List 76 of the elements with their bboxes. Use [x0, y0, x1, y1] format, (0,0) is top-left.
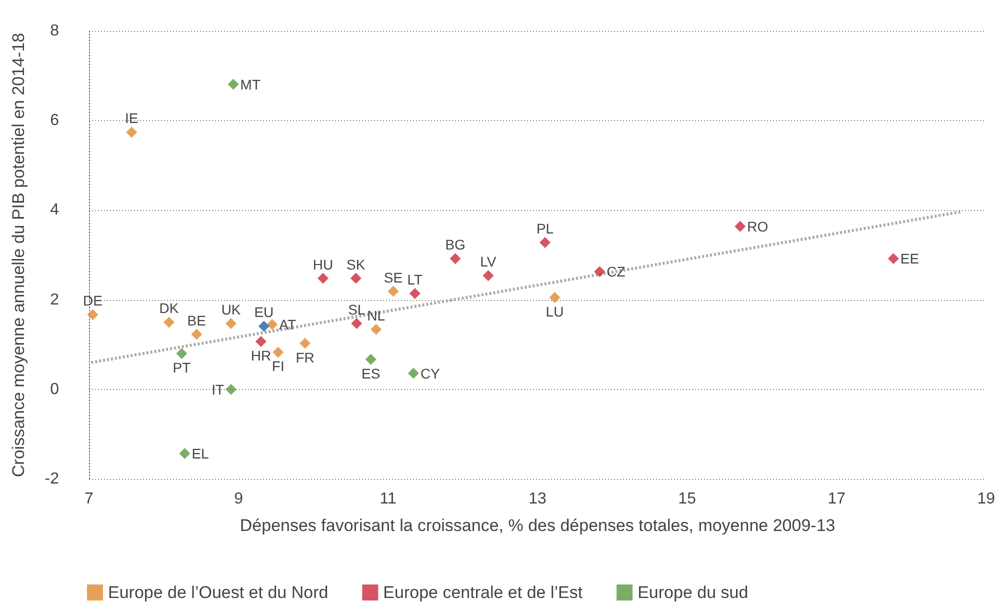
point: [226, 318, 237, 330]
annotation: EE: [900, 250, 920, 267]
annotation: DE: [83, 292, 102, 309]
point: [540, 236, 551, 248]
y-tick-label: 8: [50, 22, 60, 40]
annotation: LV: [480, 254, 497, 270]
point: [176, 348, 188, 360]
annotation: BG: [445, 236, 466, 253]
point: [350, 272, 362, 284]
annotation: AT: [279, 316, 296, 332]
annotation: CZ: [606, 264, 626, 280]
point: [408, 368, 419, 379]
annotation: MT: [240, 76, 261, 92]
annotation: UK: [221, 302, 242, 318]
point: [255, 336, 266, 347]
x-tick-label: 15: [678, 490, 696, 508]
x-tick-label: 13: [528, 490, 547, 508]
point: [179, 448, 190, 459]
y-tick-label: 0: [50, 380, 60, 398]
point: [594, 266, 606, 278]
annotation: NL: [367, 307, 386, 324]
x-tick-label: 17: [828, 490, 846, 508]
point: [549, 292, 560, 304]
annotation: LU: [546, 304, 564, 320]
y-tick-label: 6: [50, 112, 60, 130]
point: [226, 384, 237, 395]
point: [365, 354, 376, 365]
annotation: SL: [348, 302, 366, 318]
y-tick-label: 2: [50, 291, 60, 308]
point: [126, 126, 138, 138]
x-tick-label: 9: [234, 490, 244, 508]
annotation: EL: [192, 445, 210, 462]
point: [228, 78, 239, 90]
annotation: PT: [172, 360, 192, 376]
annotation: HU: [312, 256, 334, 272]
x-tick-label: 7: [84, 490, 94, 508]
point: [409, 288, 420, 300]
annotation: FI: [272, 358, 284, 374]
annotation: SE: [384, 269, 403, 286]
x-tick-label: 11: [380, 490, 396, 508]
point: [87, 309, 98, 320]
annotation: RO: [747, 218, 768, 234]
y-tick-label: -2: [44, 470, 60, 488]
legend-label: Europe de l’Ouest et du Nord: [108, 583, 328, 602]
point: [734, 220, 746, 232]
annotation: LT: [407, 272, 424, 288]
y-tick-label: 4: [50, 202, 60, 219]
annotation: BE: [187, 312, 206, 328]
y-axis-title: Croissance moyenne annuelle du PIB potentiel en 2014-18: [9, 32, 28, 478]
annotation: IT: [212, 381, 224, 398]
point: [482, 270, 494, 282]
point: [258, 320, 270, 332]
annotation: PL: [536, 220, 554, 236]
annotation: EU: [254, 304, 274, 320]
legend-label: Europe centrale et de l’Est: [383, 583, 583, 602]
point: [317, 272, 328, 284]
point: [388, 286, 399, 297]
x-axis-title: Dépenses favorisant la croissance, % des dépenses totales, moyenne 2009-13: [240, 516, 836, 535]
legend-label: Europe du sud: [638, 583, 748, 602]
point: [266, 318, 278, 330]
annotation: DK: [159, 300, 180, 316]
annotation: HR: [250, 347, 272, 364]
annotation: IE: [124, 110, 138, 126]
annotation: ES: [361, 365, 380, 382]
annotation: FR: [296, 349, 314, 366]
point: [191, 328, 202, 340]
point: [272, 346, 284, 358]
point: [163, 316, 174, 328]
point: [370, 324, 382, 335]
point: [888, 253, 899, 264]
point: [450, 253, 461, 264]
point: [351, 318, 362, 330]
annotation: SK: [346, 256, 366, 272]
annotation: CY: [420, 365, 441, 382]
point: [300, 338, 311, 349]
x-tick-label: 19: [977, 490, 996, 508]
